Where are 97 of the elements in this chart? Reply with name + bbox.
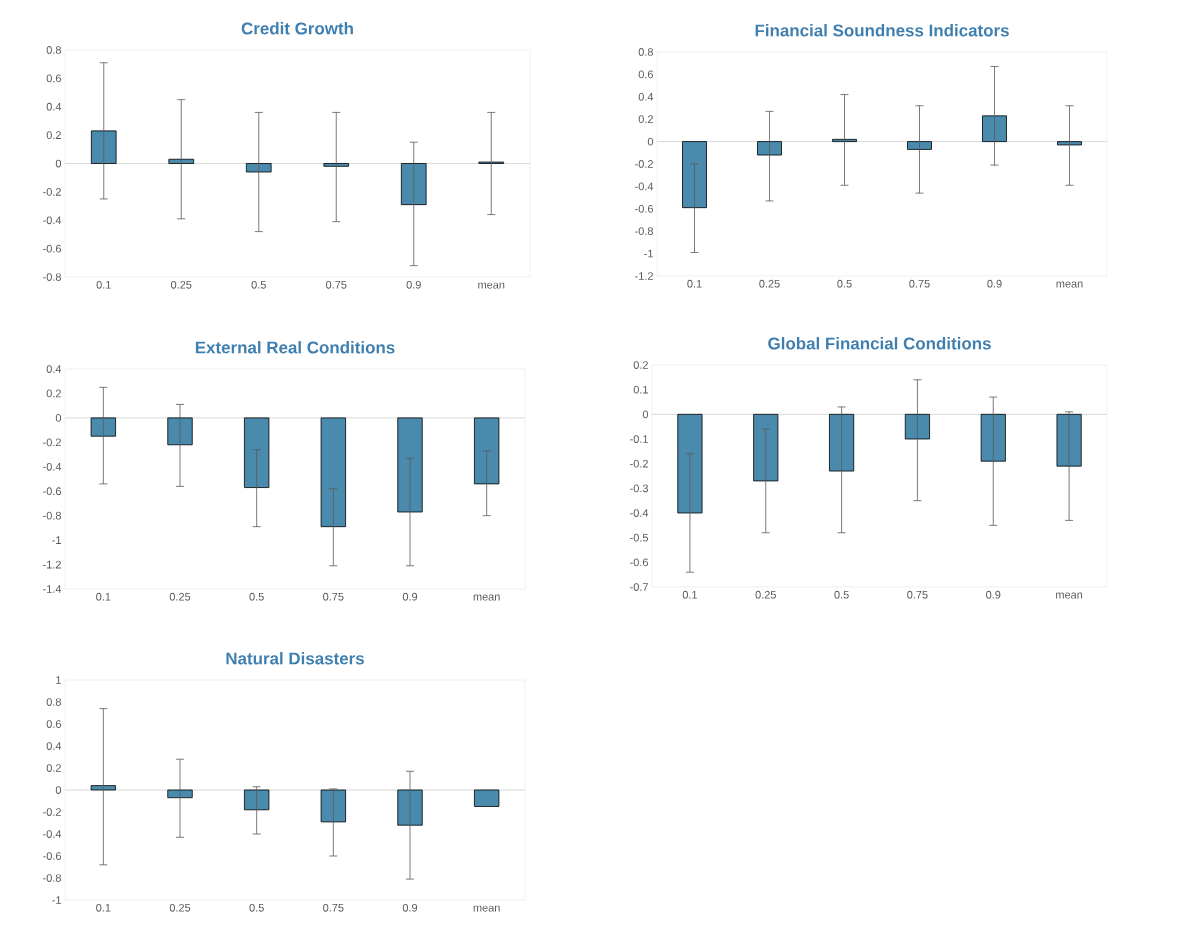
bar bbox=[832, 138, 857, 142]
y-tick-label: 0.2 bbox=[638, 115, 653, 124]
x-tick-label: 0.5 bbox=[249, 903, 264, 912]
x-tick-label: 0.75 bbox=[907, 590, 928, 599]
y-tick-label: -0.3 bbox=[630, 484, 648, 493]
y-tick-label: 0.4 bbox=[46, 742, 62, 750]
y-tick-label: -0.2 bbox=[630, 459, 648, 468]
y-tick-label: 0.4 bbox=[46, 365, 62, 373]
x-tick-label: mean bbox=[1056, 281, 1083, 288]
y-tick-label: 0 bbox=[55, 414, 62, 422]
y-tick-label: -1 bbox=[52, 536, 61, 544]
y-tick-label: -0.8 bbox=[43, 874, 61, 882]
bar bbox=[400, 163, 427, 206]
y-tick-label: -0.2 bbox=[43, 808, 61, 816]
chart-title: Financial Soundness Indicators bbox=[755, 24, 1009, 37]
y-tick-label: -0.8 bbox=[43, 273, 61, 281]
y-tick-label: 0.2 bbox=[46, 131, 61, 139]
x-tick-label: mean bbox=[473, 905, 500, 912]
y-tick-label: -0.8 bbox=[43, 511, 61, 520]
y-tick-label: 0.8 bbox=[46, 698, 61, 706]
y-tick-label: 0 bbox=[55, 786, 62, 794]
x-tick-label: 0.75 bbox=[909, 279, 930, 288]
y-tick-label: -0.5 bbox=[630, 533, 649, 542]
x-tick-label: 0.75 bbox=[326, 280, 347, 289]
y-tick-label: -0.4 bbox=[43, 830, 62, 838]
x-tick-label: 0.25 bbox=[169, 903, 191, 912]
x-tick-label: 0.9 bbox=[986, 590, 1001, 599]
y-tick-label: -0.8 bbox=[635, 227, 653, 236]
y-tick-label: -1 bbox=[52, 896, 61, 904]
y-tick-label: -0.4 bbox=[43, 216, 62, 225]
x-tick-label: 0.1 bbox=[687, 279, 702, 288]
y-tick-label: -1.2 bbox=[43, 560, 61, 569]
y-tick-label: -0.6 bbox=[43, 487, 61, 496]
chart-title: Natural Disasters bbox=[226, 652, 364, 665]
y-tick-label: 0.2 bbox=[46, 764, 61, 772]
y-tick-label: 1 bbox=[56, 676, 61, 684]
y-tick-label: 0.4 bbox=[46, 102, 62, 111]
y-tick-label: -0.6 bbox=[43, 852, 61, 860]
bar bbox=[90, 130, 117, 164]
y-tick-label: -0.1 bbox=[630, 435, 648, 443]
x-tick-label: 0.9 bbox=[406, 280, 421, 289]
y-tick-label: -0.6 bbox=[635, 204, 653, 213]
x-tick-label: 0.75 bbox=[323, 903, 344, 912]
x-tick-label: 0.25 bbox=[755, 590, 776, 599]
y-tick-label: -0.2 bbox=[43, 188, 61, 196]
x-tick-label: 0.75 bbox=[323, 592, 344, 601]
y-tick-label: -0.4 bbox=[43, 462, 62, 471]
bar bbox=[323, 163, 350, 167]
y-tick-label: 0.8 bbox=[638, 48, 653, 56]
bar bbox=[1057, 141, 1082, 146]
y-tick-label: -0.4 bbox=[635, 182, 654, 191]
y-tick-label: 0.6 bbox=[46, 720, 61, 728]
bar bbox=[757, 141, 782, 156]
x-tick-label: 0.25 bbox=[169, 592, 191, 601]
x-tick-label: 0.5 bbox=[834, 590, 849, 599]
x-tick-label: 0.1 bbox=[682, 590, 698, 599]
x-tick-label: mean bbox=[473, 594, 500, 601]
x-tick-label: 0.1 bbox=[96, 280, 111, 289]
x-tick-label: 0.9 bbox=[402, 592, 418, 601]
x-tick-label: 0.25 bbox=[759, 279, 780, 288]
x-tick-label: 0.5 bbox=[837, 279, 852, 288]
x-tick-label: 0.5 bbox=[249, 592, 264, 601]
y-tick-label: 0.2 bbox=[46, 389, 61, 398]
y-tick-label: 0 bbox=[55, 159, 62, 168]
y-tick-label: -0.2 bbox=[43, 438, 61, 447]
y-tick-label: -0.6 bbox=[43, 244, 61, 253]
y-tick-label: -1.4 bbox=[43, 585, 62, 593]
x-tick-label: 0.5 bbox=[251, 280, 266, 289]
y-tick-label: 0.6 bbox=[638, 70, 653, 79]
chart-title: Credit Growth bbox=[241, 22, 353, 35]
y-tick-label: 0.8 bbox=[46, 46, 61, 54]
bar bbox=[245, 163, 272, 173]
y-tick-label: -0.7 bbox=[630, 583, 648, 591]
y-tick-label: -0.4 bbox=[630, 509, 649, 517]
y-tick-label: 0 bbox=[642, 410, 649, 419]
x-tick-label: 0.1 bbox=[96, 903, 111, 912]
y-tick-label: 0.6 bbox=[46, 74, 61, 83]
chart-title: Global Financial Conditions bbox=[768, 337, 991, 350]
bar bbox=[682, 141, 707, 209]
x-tick-label: 0.1 bbox=[96, 592, 111, 601]
x-tick-label: 0.9 bbox=[987, 279, 1002, 288]
y-tick-label: -1.2 bbox=[635, 272, 653, 280]
y-tick-label: -1 bbox=[644, 249, 653, 258]
chart-title: External Real Conditions bbox=[195, 341, 395, 354]
y-tick-label: -0.2 bbox=[635, 160, 653, 168]
bar bbox=[982, 115, 1007, 142]
x-tick-label: 0.9 bbox=[402, 903, 418, 912]
bar bbox=[168, 158, 195, 164]
y-tick-label: 0.4 bbox=[638, 92, 654, 101]
y-tick-label: 0.1 bbox=[633, 385, 648, 394]
bar bbox=[907, 141, 932, 150]
y-tick-label: -0.6 bbox=[630, 558, 648, 567]
y-tick-label: 0 bbox=[647, 137, 654, 146]
x-tick-label: 0.25 bbox=[171, 280, 192, 289]
x-tick-label: mean bbox=[1056, 592, 1083, 599]
y-tick-label: 0.2 bbox=[633, 361, 648, 369]
x-tick-label: mean bbox=[478, 282, 505, 289]
